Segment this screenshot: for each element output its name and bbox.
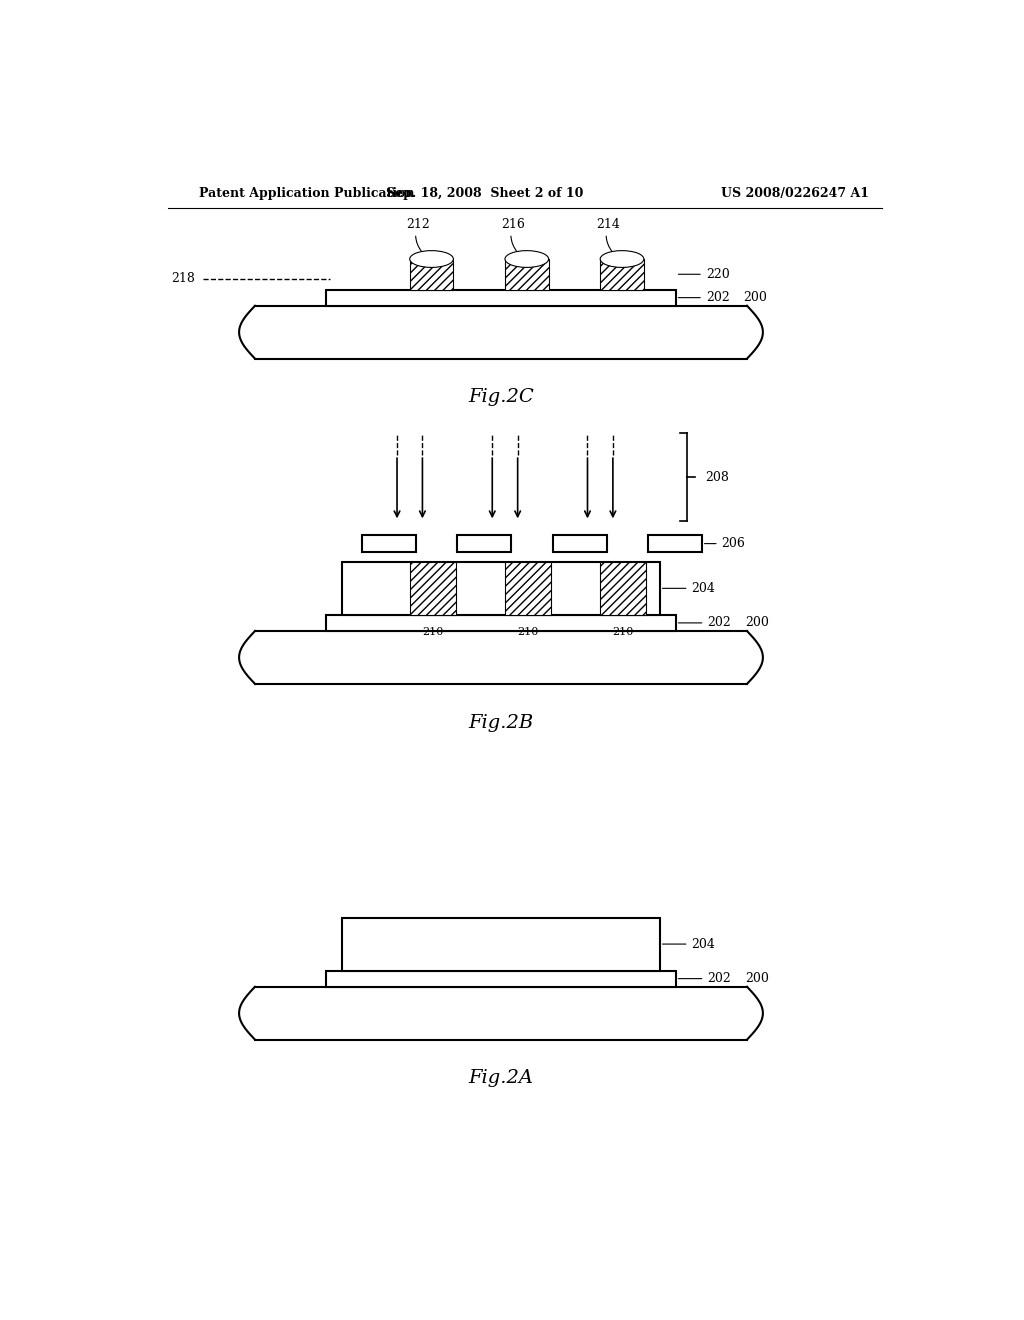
Bar — [648, 536, 701, 552]
Text: 204: 204 — [663, 582, 716, 595]
Ellipse shape — [600, 251, 644, 268]
Text: 210: 210 — [612, 627, 634, 638]
Ellipse shape — [410, 251, 454, 268]
Bar — [327, 615, 676, 631]
Bar — [410, 562, 456, 615]
Bar — [410, 259, 454, 289]
Text: 210: 210 — [422, 627, 443, 638]
Text: 208: 208 — [705, 470, 729, 483]
Ellipse shape — [505, 251, 549, 268]
Bar — [458, 536, 511, 552]
Text: 200: 200 — [745, 616, 769, 630]
Text: Patent Application Publication: Patent Application Publication — [200, 187, 415, 201]
Text: 200: 200 — [743, 292, 767, 304]
Bar — [327, 289, 676, 306]
Bar — [553, 536, 606, 552]
Text: 202: 202 — [678, 972, 731, 985]
Text: 206: 206 — [705, 537, 745, 550]
Text: 202: 202 — [678, 616, 731, 630]
Bar — [362, 536, 416, 552]
Text: 210: 210 — [517, 627, 539, 638]
Text: 220: 220 — [678, 268, 729, 281]
Bar — [505, 259, 549, 289]
Bar — [600, 562, 646, 615]
Text: 202: 202 — [678, 292, 729, 304]
Text: Sep. 18, 2008  Sheet 2 of 10: Sep. 18, 2008 Sheet 2 of 10 — [386, 187, 584, 201]
Text: Fig.2B: Fig.2B — [468, 714, 534, 731]
Text: 218: 218 — [172, 272, 196, 285]
Text: 214: 214 — [596, 218, 621, 252]
Text: 204: 204 — [663, 937, 716, 950]
Text: Fig.2A: Fig.2A — [469, 1069, 534, 1088]
Text: 212: 212 — [406, 218, 429, 252]
Text: US 2008/0226247 A1: US 2008/0226247 A1 — [721, 187, 868, 201]
Bar — [600, 259, 644, 289]
Text: 216: 216 — [501, 218, 525, 252]
Bar — [505, 562, 551, 615]
Bar — [327, 970, 676, 987]
Bar — [342, 917, 659, 970]
Text: 200: 200 — [745, 972, 769, 985]
Text: Fig.2C: Fig.2C — [468, 388, 534, 407]
Bar — [342, 562, 659, 615]
